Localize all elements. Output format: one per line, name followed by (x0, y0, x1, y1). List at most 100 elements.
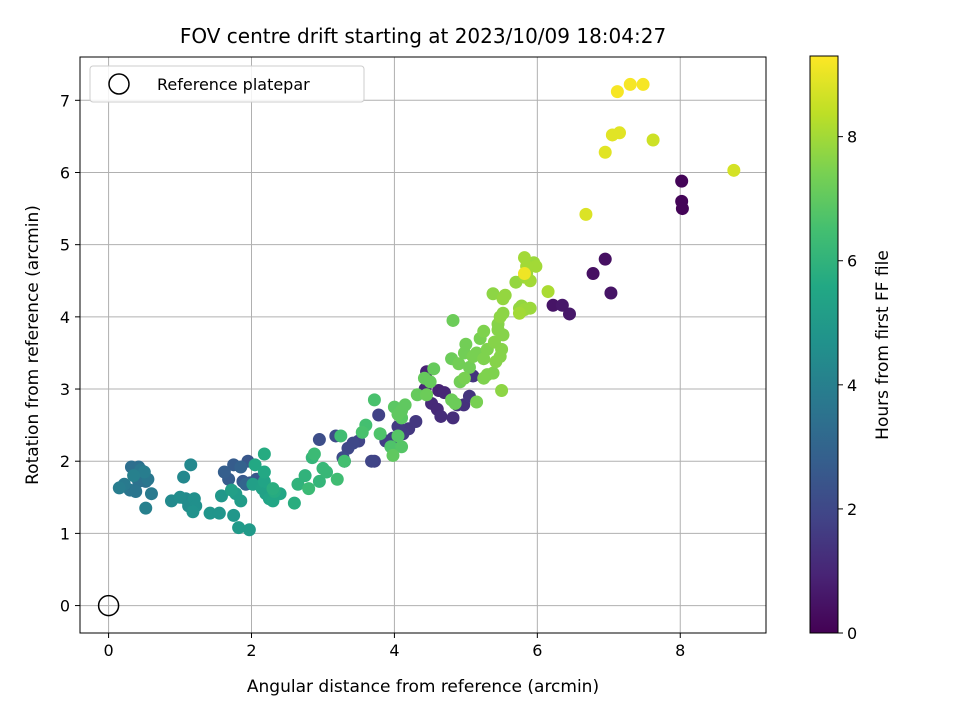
y-tick-label: 7 (60, 91, 70, 110)
data-point (410, 388, 424, 402)
data-point (427, 362, 441, 376)
data-point (266, 482, 280, 496)
y-tick-label: 4 (60, 308, 70, 327)
data-point (217, 465, 231, 479)
data-point (373, 427, 387, 441)
data-point (610, 85, 624, 99)
data-point (462, 360, 476, 374)
colorbar-tick-label: 0 (847, 624, 857, 643)
data-point (477, 324, 491, 338)
data-point (598, 252, 612, 266)
data-point (423, 375, 437, 389)
legend-marker-open-circle (108, 73, 130, 95)
data-point (546, 298, 560, 312)
data-point (302, 482, 316, 496)
data-point (287, 496, 301, 510)
data-point (477, 371, 491, 385)
colorbar-tick-label: 8 (847, 128, 857, 147)
x-tick-label: 8 (675, 641, 685, 660)
data-point (212, 506, 226, 520)
data-point (232, 521, 246, 535)
data-point (623, 77, 637, 91)
data-point (291, 477, 305, 491)
data-point (470, 395, 484, 409)
data-point (234, 494, 248, 508)
data-point (496, 306, 510, 320)
data-point (420, 388, 434, 402)
colorbar-tick-label: 4 (847, 376, 857, 395)
data-point (675, 202, 689, 216)
data-point (495, 383, 509, 397)
colorbar: 0 2 4 6 8 Hours from first FF file (809, 55, 893, 643)
data-point (129, 485, 143, 499)
data-point (307, 447, 321, 461)
grid-lines (80, 57, 766, 633)
data-point (184, 458, 198, 472)
x-tick-label: 6 (532, 641, 542, 660)
data-point (517, 267, 531, 281)
data-point (448, 396, 462, 410)
data-point (257, 447, 271, 461)
colorbar-label: Hours from first FF file (873, 250, 893, 440)
data-point (541, 285, 555, 299)
data-point (312, 474, 326, 488)
data-point (579, 207, 593, 221)
data-point (234, 460, 248, 474)
data-point (127, 469, 141, 483)
data-point (459, 337, 473, 351)
data-point (562, 307, 576, 321)
data-point (139, 501, 153, 515)
data-point (391, 429, 405, 443)
data-point (489, 355, 503, 369)
data-point (395, 404, 409, 418)
data-point (330, 472, 344, 486)
x-tick-label: 4 (389, 641, 399, 660)
data-point (312, 433, 326, 447)
data-point (173, 490, 187, 504)
colorbar-ticks: 0 2 4 6 8 (838, 128, 857, 643)
legend-box (89, 65, 365, 103)
chart-title: FOV centre drift starting at 2023/10/09 … (180, 24, 666, 48)
data-point (457, 371, 471, 385)
data-point (186, 505, 200, 519)
data-point (598, 145, 612, 159)
y-tick-label: 6 (60, 163, 70, 182)
data-point (604, 286, 618, 300)
data-point (316, 461, 330, 475)
data-point (727, 163, 741, 177)
legend: Reference platepar (89, 65, 365, 103)
data-point (675, 174, 689, 188)
data-point (248, 458, 262, 472)
data-point (636, 77, 650, 91)
data-point (446, 313, 460, 327)
data-point (227, 508, 241, 522)
data-point (137, 465, 151, 479)
y-axis-label: Rotation from reference (arcmin) (23, 205, 43, 485)
data-point (491, 323, 505, 337)
y-tick-label: 2 (60, 452, 70, 471)
colorbar-gradient (809, 55, 839, 634)
data-point (386, 448, 400, 462)
data-point (434, 409, 448, 423)
data-point (334, 429, 348, 443)
data-point (646, 133, 660, 147)
x-tick-label: 0 (103, 641, 113, 660)
data-point (529, 259, 543, 273)
data-point (586, 267, 600, 281)
data-point (555, 298, 569, 312)
data-point (224, 483, 238, 497)
data-point (112, 481, 126, 495)
data-point (498, 288, 512, 302)
axis-ticks: 0 2 4 6 8 0 1 2 3 4 5 6 7 (60, 91, 686, 660)
data-point (242, 523, 256, 537)
colorbar-tick-label: 2 (847, 500, 857, 519)
plot-frame (79, 56, 767, 634)
data-point (337, 454, 351, 468)
y-tick-label: 5 (60, 236, 70, 255)
data-point (203, 506, 217, 520)
y-tick-label: 0 (60, 597, 70, 616)
data-point (452, 357, 466, 371)
data-point (257, 474, 271, 488)
y-tick-label: 3 (60, 380, 70, 399)
